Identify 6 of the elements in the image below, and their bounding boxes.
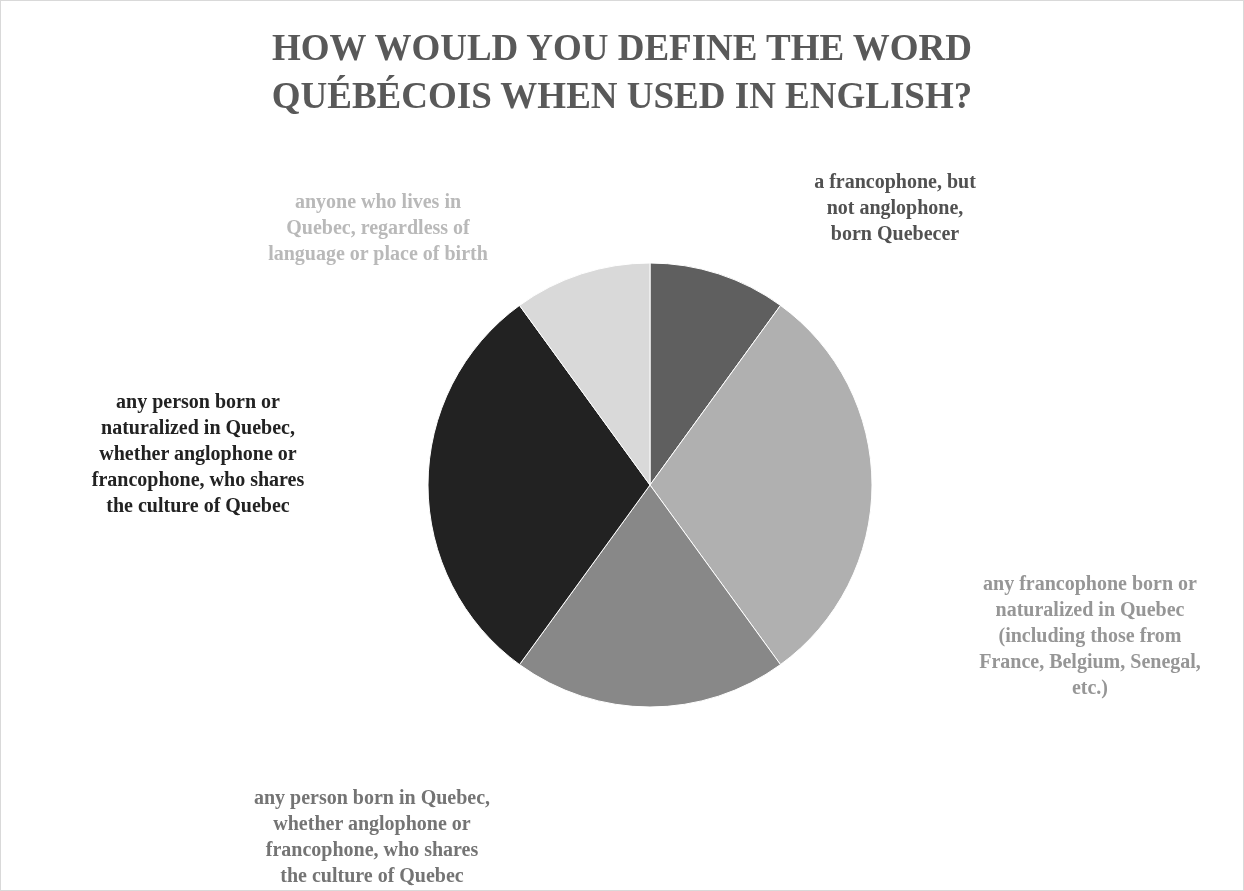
slice-label: any francophone born or naturalized in Quebec (including those from France, Belgium, Senegal, etc.) (979, 572, 1201, 699)
slice-label: any person born or naturalized in Quebec, whether anglophone or francophone, who shares the culture of Quebec (91, 390, 305, 516)
slice-label: anyone who lives in Quebec, regardless of language or place of birth (268, 190, 488, 265)
slice-label: a francophone, but not anglophone, born Quebecer (814, 170, 977, 244)
slice-label: any person born in Quebec, whether anglophone or francophone, who shares the culture of Quebec (253, 786, 491, 886)
chart-title: HOW WOULD YOU DEFINE THE WORD QUÉBÉCOIS WHEN USED IN ENGLISH? (271, 27, 973, 116)
